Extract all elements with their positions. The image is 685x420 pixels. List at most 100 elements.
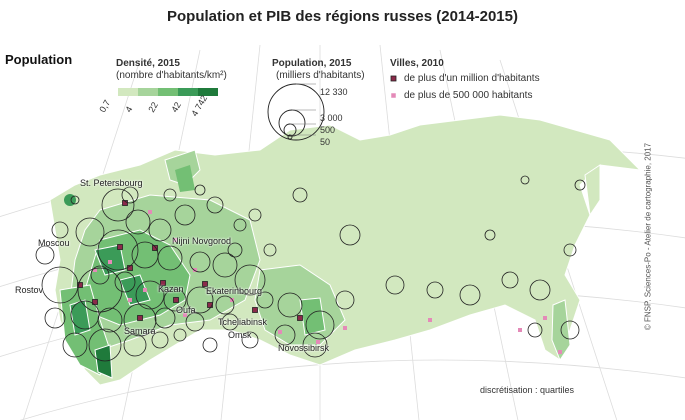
population-circle	[560, 320, 580, 340]
city-markers	[77, 200, 562, 354]
million-city-marker	[297, 315, 303, 321]
density-swatch-5	[198, 88, 218, 96]
population-value-3000: 3 000	[320, 113, 343, 123]
population-value-500: 500	[320, 125, 336, 135]
half-million-city-marker	[230, 298, 234, 302]
density-swatch-4	[178, 88, 198, 96]
half-million-city-marker	[518, 328, 522, 332]
million-city-marker	[202, 281, 208, 287]
population-circle	[520, 175, 530, 185]
city-label-oufa: Oufa	[176, 305, 196, 315]
population-circle	[563, 243, 577, 257]
population-circle	[385, 275, 405, 295]
city-label-rostov: Rostov	[15, 285, 44, 295]
map-title: Population et PIB des régions russes (20…	[167, 8, 518, 25]
population-circle	[123, 303, 157, 337]
half-million-city-marker	[183, 313, 187, 317]
population-circle	[221, 313, 239, 331]
population-circle	[35, 245, 55, 265]
cities-legend-markers	[390, 75, 397, 99]
city-label-ekaterinbourg: Ekaterinbourg	[206, 286, 263, 296]
population-circle	[121, 186, 139, 204]
population-circle	[97, 229, 139, 271]
population-circle	[154, 307, 176, 329]
city-label-novossibirsk: Novossibirsk	[278, 343, 330, 353]
population-circle	[529, 279, 551, 301]
city-label-moscou: Moscou	[38, 238, 70, 248]
million-city-marker	[390, 75, 397, 82]
population-circle	[173, 328, 187, 342]
city-label-omsk: Omsk	[228, 330, 252, 340]
population-legend-circles	[267, 83, 325, 141]
population-circle	[44, 307, 66, 329]
city-label-nijni-novgorod: Nijni Novgorod	[172, 236, 232, 246]
city-label-samara: Samara	[124, 326, 156, 336]
classification-note: discrétisation : quartiles	[480, 385, 575, 395]
population-circle	[459, 284, 481, 306]
credit-text: © FNSP. Sciences-Po - Atelier de cartogr…	[643, 142, 653, 331]
population-circle	[233, 218, 247, 232]
population-legend-subtitle: (milliers d'habitants)	[276, 70, 365, 81]
half-million-city-marker	[343, 326, 347, 330]
million-city-marker	[117, 244, 123, 250]
half-million-city-marker	[108, 260, 112, 264]
million-city-marker	[207, 302, 213, 308]
population-circle	[501, 271, 519, 289]
half-million-city-marker	[93, 268, 97, 272]
cities-legend-title: Villes, 2010	[390, 58, 444, 69]
density-swatch-3	[158, 88, 178, 96]
population-circle	[234, 264, 266, 296]
million-city-label: de plus d'un million d'habitants	[404, 73, 540, 84]
population-circle	[248, 208, 262, 222]
population-circle	[163, 188, 177, 202]
million-city-marker	[152, 245, 158, 251]
half-million-city-marker	[558, 350, 562, 354]
population-circle	[88, 328, 122, 362]
population-circle	[241, 331, 259, 349]
million-city-marker	[160, 280, 166, 286]
population-circle	[194, 184, 206, 196]
half-million-city-marker	[316, 340, 320, 344]
population-circle	[174, 204, 196, 226]
population-circle	[339, 224, 361, 246]
half-million-city-marker	[428, 318, 432, 322]
population-circle	[148, 218, 172, 242]
population-circle	[574, 179, 586, 191]
population-circle	[114, 271, 136, 293]
population-circle	[77, 267, 123, 313]
population-circle	[97, 307, 123, 333]
population-circle	[426, 281, 444, 299]
population-circle	[186, 286, 214, 314]
million-city-marker	[92, 299, 98, 305]
million-city-marker	[77, 282, 83, 288]
population-circle	[227, 242, 243, 258]
russia-territory	[49, 114, 642, 386]
population-circle	[151, 331, 169, 349]
half-million-city-marker	[543, 316, 547, 320]
million-city-marker	[137, 315, 143, 321]
population-circle	[305, 310, 335, 340]
population-circle	[527, 322, 543, 338]
population-legend-title: Population, 2015	[272, 58, 352, 69]
half-million-city-marker	[278, 330, 282, 334]
population-circle	[202, 337, 218, 353]
population-circle	[206, 196, 224, 214]
population-circle	[90, 265, 110, 285]
density-legend-swatches	[118, 88, 218, 96]
city-label-st-petersbourg: St. Petersbourg	[80, 178, 143, 188]
population-circle	[274, 324, 296, 346]
population-value-50: 50	[320, 137, 331, 147]
population-value-12330: 12 330	[320, 87, 348, 97]
half-million-city-label: de plus de 500 000 habitants	[404, 90, 533, 101]
population-circle	[157, 245, 183, 271]
population-circle	[62, 332, 88, 358]
million-city-marker	[173, 297, 179, 303]
section-label: Population	[5, 52, 73, 67]
city-label-kazan: Kazan	[158, 284, 184, 294]
population-circle	[212, 252, 238, 278]
population-circle	[101, 188, 135, 222]
population-circle	[277, 292, 303, 318]
half-million-city-marker	[128, 298, 132, 302]
population-circle	[484, 229, 496, 241]
